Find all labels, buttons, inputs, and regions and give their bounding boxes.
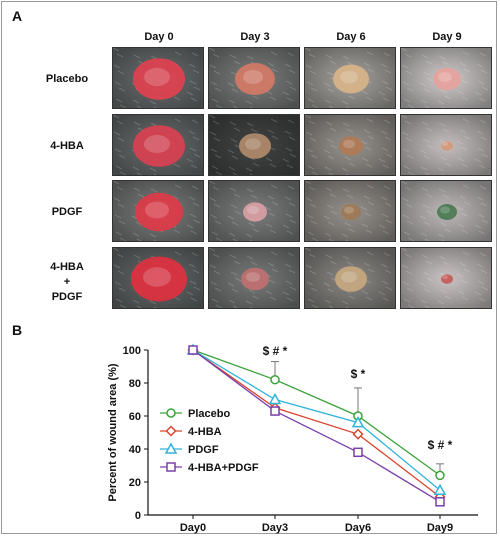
x-tick-label: Day0 — [180, 522, 206, 534]
wound-photo — [112, 180, 204, 242]
row-header-line: 4-HBA — [50, 140, 84, 152]
wound-photo — [208, 180, 300, 242]
series-line — [192, 349, 441, 476]
wound-photo — [400, 247, 492, 309]
series-line — [192, 349, 441, 498]
wound-photo — [304, 47, 396, 109]
y-tick-label: 80 — [129, 378, 141, 390]
x-tick-label: Day3 — [262, 522, 288, 534]
data-point — [270, 374, 280, 385]
data-point — [435, 470, 445, 481]
series-line — [192, 349, 441, 503]
wound-photo — [208, 247, 300, 309]
legend-entry: Placebo — [188, 408, 230, 420]
y-tick-label: 0 — [135, 510, 141, 522]
wound-photo — [400, 180, 492, 242]
wound-photo — [400, 114, 492, 176]
row-header-line: 4-HBA — [50, 261, 84, 273]
y-axis-label: Percent of wound area (%) — [107, 363, 119, 501]
wound-photo — [208, 47, 300, 109]
wound-photo — [208, 114, 300, 176]
data-point — [351, 416, 365, 428]
data-point — [352, 428, 364, 440]
row-header-4hba: 4-HBA — [22, 139, 112, 154]
column-header-day0: Day 0 — [144, 31, 174, 43]
wound-photo — [112, 247, 204, 309]
significance-annotation: $ # * — [263, 344, 288, 358]
wound-photo — [304, 180, 396, 242]
wound-photo — [304, 247, 396, 309]
data-point — [270, 406, 280, 416]
row-header-line: Placebo — [45, 73, 89, 85]
wound-photo — [400, 47, 492, 109]
wound-photo — [112, 114, 204, 176]
legend-marker — [166, 462, 176, 472]
data-point — [188, 345, 198, 355]
significance-annotation: $ # * — [428, 438, 453, 452]
significance-annotation: $ * — [351, 367, 366, 381]
panel-a-label: A — [12, 8, 23, 24]
legend-entry: 4-HBA — [188, 426, 222, 438]
data-point — [433, 483, 447, 495]
column-header-day3: Day 3 — [240, 31, 270, 43]
legend-entry: 4-HBA+PDGF — [188, 462, 259, 474]
row-header-4hba-pdgf: 4-HBA + PDGF — [22, 260, 112, 305]
legend-marker — [166, 408, 176, 418]
y-tick-label: 20 — [129, 477, 141, 489]
y-tick-label: 100 — [123, 345, 141, 357]
legend-marker — [165, 425, 177, 437]
row-header-line: PDGF — [51, 206, 83, 218]
legend-marker — [164, 442, 178, 454]
wound-photo — [112, 47, 204, 109]
wound-area-chart: 0 20 40 60 80 100 Day0 Day3 Day6 Day9 Percent of w… — [107, 343, 478, 534]
legend-entry: PDGF — [188, 444, 219, 456]
data-point — [353, 447, 363, 458]
row-header-line: + — [63, 276, 71, 288]
row-header-line: PDGF — [51, 291, 83, 303]
column-header-day9: Day 9 — [432, 31, 462, 43]
data-point — [268, 392, 282, 405]
x-tick-label: Day9 — [427, 522, 453, 534]
series-line — [192, 349, 441, 491]
wound-photo — [304, 114, 396, 176]
row-header-placebo: Placebo — [22, 72, 112, 87]
y-tick-label: 40 — [129, 444, 141, 456]
column-header-day6: Day 6 — [336, 31, 366, 43]
x-tick-label: Day6 — [345, 522, 371, 534]
panel-b-label: B — [12, 322, 23, 338]
row-header-pdgf: PDGF — [22, 205, 112, 220]
y-tick-label: 60 — [129, 411, 141, 423]
data-point — [435, 497, 445, 507]
